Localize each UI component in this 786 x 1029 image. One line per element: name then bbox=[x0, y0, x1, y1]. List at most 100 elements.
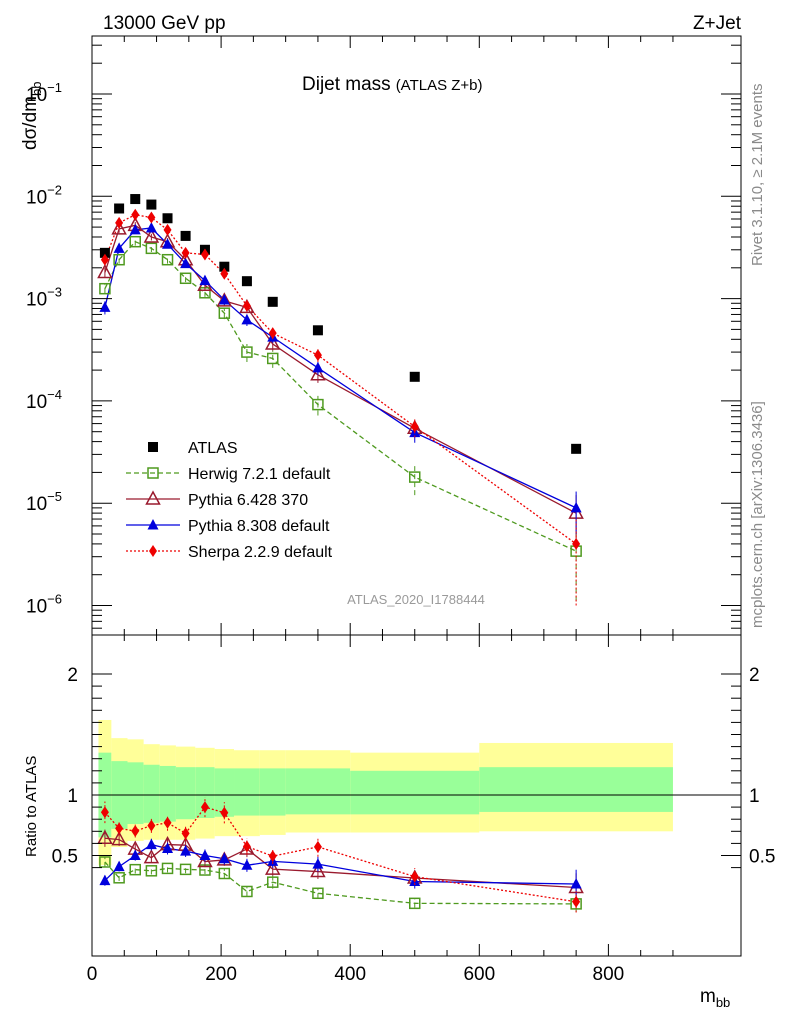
x-tick-label: 400 bbox=[334, 964, 366, 985]
point-pythia-8-308-default bbox=[312, 361, 324, 373]
legend: ATLAS Herwig 7.2.1 default Pythia 6.428 37… bbox=[126, 440, 333, 561]
y-tick-exponent: −3 bbox=[47, 285, 62, 300]
y-tick-label: 10−3 bbox=[26, 285, 62, 311]
ratio-point-herwig-7-2-1-default bbox=[113, 872, 125, 884]
band-inner bbox=[479, 767, 673, 812]
x-tick-label: 0 bbox=[87, 964, 98, 985]
ratio-point-pythia-6-428-370 bbox=[143, 849, 160, 864]
y-axis-label-main: dσ/dm bbox=[20, 96, 41, 150]
ratio-point-sherpa-2-2-9-default bbox=[115, 822, 124, 835]
point-sherpa-2-2-9-default bbox=[115, 216, 124, 229]
ratio-point-pythia-8-308-default bbox=[180, 845, 192, 856]
series-line-pythia-8-308-default bbox=[104, 227, 577, 509]
y-tick-label: 10−5 bbox=[26, 489, 62, 515]
ratio-point-pythia-6-428-370 bbox=[97, 829, 113, 844]
point-pythia-6-428-370 bbox=[143, 228, 160, 243]
point-herwig-7-2-1-default bbox=[113, 253, 125, 266]
ratio-tick-label-right: 1 bbox=[749, 786, 760, 807]
point-atlas bbox=[180, 230, 191, 241]
ratio-point-sherpa-2-2-9-default bbox=[313, 840, 322, 853]
y-tick-base: 10 bbox=[26, 597, 47, 618]
point-pythia-8-308-default bbox=[113, 242, 125, 253]
point-pythia-6-428-370 bbox=[97, 263, 113, 279]
y-axis-label: dσ/dmbb bbox=[20, 82, 44, 150]
series-markers bbox=[97, 194, 584, 913]
y-tick-base: 10 bbox=[26, 85, 47, 106]
ratio-tick-label-left: 1 bbox=[67, 786, 78, 807]
point-pythia-8-308-default bbox=[145, 221, 157, 233]
band-inner bbox=[234, 768, 260, 816]
ratio-axis-label: Ratio to ATLAS bbox=[23, 756, 40, 857]
legend-entry-sherpa-2-2-9-default: Sherpa 2.2.9 default bbox=[126, 544, 333, 561]
y-tick-base: 10 bbox=[26, 494, 47, 515]
point-atlas bbox=[130, 194, 141, 205]
analysis-id: ATLAS_2020_I1788444 bbox=[347, 592, 485, 607]
ratio-point-sherpa-2-2-9-default bbox=[147, 819, 156, 832]
band-inner bbox=[143, 764, 160, 823]
ratio-point-pythia-8-308-default bbox=[570, 877, 582, 889]
axis-ticks: 0 200 400 600 80010−610−510−410−310−210−10.5… bbox=[26, 36, 775, 985]
ratio-point-pythia-6-428-370 bbox=[264, 860, 281, 875]
point-herwig-7-2-1-default bbox=[312, 398, 324, 411]
point-atlas bbox=[162, 213, 173, 224]
point-atlas bbox=[409, 371, 420, 382]
ratio-point-pythia-6-428-370 bbox=[111, 831, 127, 846]
point-sherpa-2-2-9-default bbox=[147, 211, 156, 224]
point-pythia-8-308-default bbox=[180, 257, 192, 269]
ratio-point-pythia-8-308-default bbox=[145, 838, 157, 850]
ratio-line-pythia-8-308-default bbox=[104, 843, 577, 885]
ratio-point-pythia-6-428-370 bbox=[310, 862, 326, 878]
y-tick-exponent: −2 bbox=[47, 182, 62, 197]
point-herwig-7-2-1-default bbox=[145, 242, 158, 255]
point-herwig-7-2-1-default bbox=[218, 307, 231, 319]
legend-label: Sherpa 2.2.9 default bbox=[188, 544, 333, 561]
y-axis-label-sub: bb bbox=[29, 82, 44, 96]
ratio-point-pythia-8-308-default bbox=[99, 874, 111, 886]
point-pythia-8-308-default bbox=[99, 301, 111, 312]
point-pythia-8-308-default bbox=[199, 274, 211, 286]
legend-entry-herwig-7-2-1-default: Herwig 7.2.1 default bbox=[126, 466, 331, 483]
band-inner bbox=[175, 767, 196, 820]
ratio-line-pythia-6-428-370 bbox=[104, 837, 577, 889]
x-axis-label-main: m bbox=[700, 986, 716, 1007]
point-atlas bbox=[241, 276, 252, 287]
ratio-bands bbox=[92, 719, 741, 866]
band-inner bbox=[214, 768, 235, 817]
y-tick-label: 10−6 bbox=[26, 592, 62, 618]
ratio-point-pythia-8-308-default bbox=[162, 842, 174, 854]
point-atlas bbox=[571, 443, 582, 454]
rivet-version-label: Rivet 3.1.10, ≥ 2.1M events bbox=[749, 84, 766, 267]
legend-marker bbox=[147, 467, 159, 479]
point-sherpa-2-2-9-default bbox=[572, 537, 581, 550]
ratio-point-sherpa-2-2-9-default bbox=[131, 825, 140, 838]
legend-entry-atlas: ATLAS bbox=[148, 440, 238, 457]
point-sherpa-2-2-9-default bbox=[181, 246, 190, 259]
point-sherpa-2-2-9-default bbox=[313, 349, 322, 362]
point-herwig-7-2-1-default bbox=[266, 352, 279, 365]
point-pythia-8-308-default bbox=[218, 293, 230, 305]
point-pythia-8-308-default bbox=[570, 501, 582, 513]
header-right: Z+Jet bbox=[693, 13, 742, 34]
ratio-point-sherpa-2-2-9-default bbox=[242, 840, 251, 853]
x-tick-label: 600 bbox=[463, 964, 495, 985]
point-atlas bbox=[146, 199, 157, 210]
ratio-point-herwig-7-2-1-default bbox=[161, 862, 174, 875]
ratio-point-sherpa-2-2-9-default bbox=[181, 827, 190, 840]
point-sherpa-2-2-9-default bbox=[131, 208, 140, 221]
point-atlas bbox=[312, 325, 323, 336]
ratio-point-herwig-7-2-1-default bbox=[241, 885, 253, 898]
point-herwig-7-2-1-default bbox=[179, 272, 192, 285]
ratio-point-sherpa-2-2-9-default bbox=[200, 801, 209, 814]
y-tick-label: 10−4 bbox=[26, 387, 62, 413]
ratio-point-sherpa-2-2-9-default bbox=[163, 816, 172, 829]
ratio-point-herwig-7-2-1-default bbox=[145, 865, 158, 877]
series-line-sherpa-2-2-9-default bbox=[104, 214, 577, 545]
point-pythia-6-428-370 bbox=[310, 366, 326, 381]
legend-entry-pythia-6-428-370: Pythia 6.428 370 bbox=[126, 490, 308, 509]
ratio-point-pythia-8-308-default bbox=[218, 852, 230, 864]
point-herwig-7-2-1-default bbox=[241, 346, 253, 358]
y-tick-exponent: −4 bbox=[47, 387, 62, 402]
point-sherpa-2-2-9-default bbox=[163, 223, 172, 236]
point-sherpa-2-2-9-default bbox=[220, 267, 229, 280]
